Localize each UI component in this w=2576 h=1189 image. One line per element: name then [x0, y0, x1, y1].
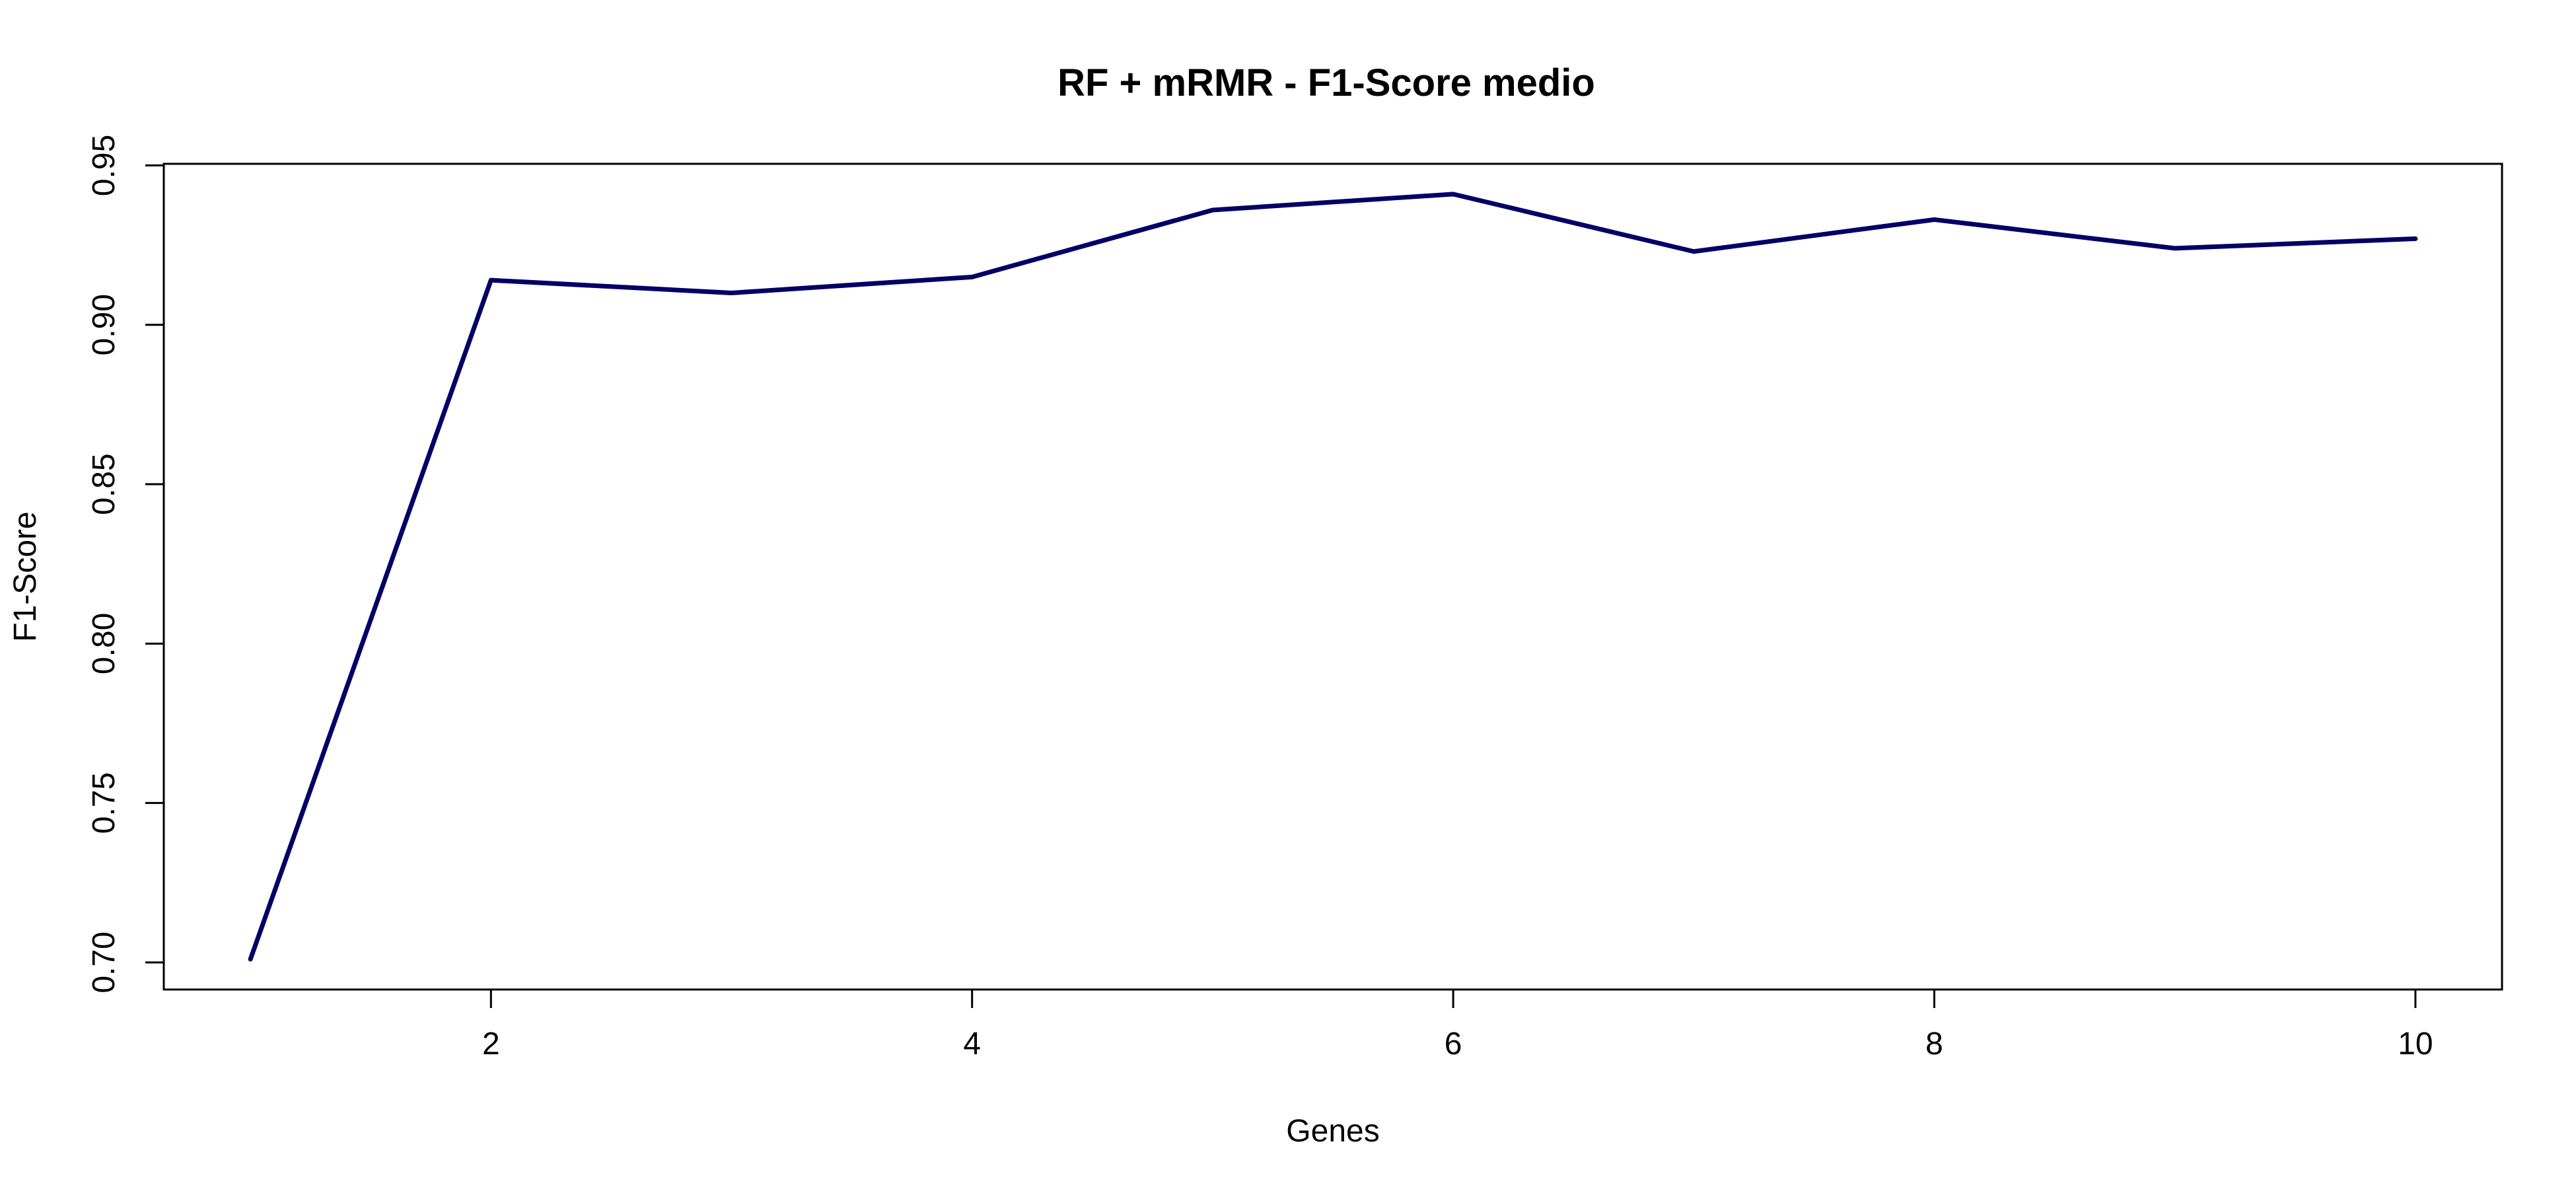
x-tick-label: 2: [482, 1027, 500, 1062]
y-tick-label: 0.85: [87, 453, 122, 515]
y-tick-label: 0.75: [87, 772, 122, 834]
y-tick-label: 0.80: [87, 613, 122, 674]
series-group: [248, 192, 2418, 962]
y-axis: 0.70 0.75 0.80 0.85 0.90 0.95: [87, 135, 164, 993]
chart-title: RF + mRMR - F1-Score medio: [1057, 61, 1595, 104]
series-line: [248, 192, 2418, 962]
plot-frame: [162, 162, 2503, 991]
x-tick-label: 8: [1925, 1027, 1943, 1062]
x-tick-label: 6: [1445, 1027, 1462, 1062]
x-axis-label: Genes: [1286, 1114, 1379, 1149]
y-tick-label: 0.95: [87, 135, 122, 196]
x-tick-label: 4: [963, 1027, 981, 1062]
y-tick-label: 0.90: [87, 294, 122, 355]
y-tick-label: 0.70: [87, 931, 122, 993]
x-axis: 2 4 6 8 10: [482, 990, 2433, 1062]
y-axis-label: F1-Score: [8, 511, 43, 641]
x-tick-label: 10: [2398, 1027, 2433, 1062]
